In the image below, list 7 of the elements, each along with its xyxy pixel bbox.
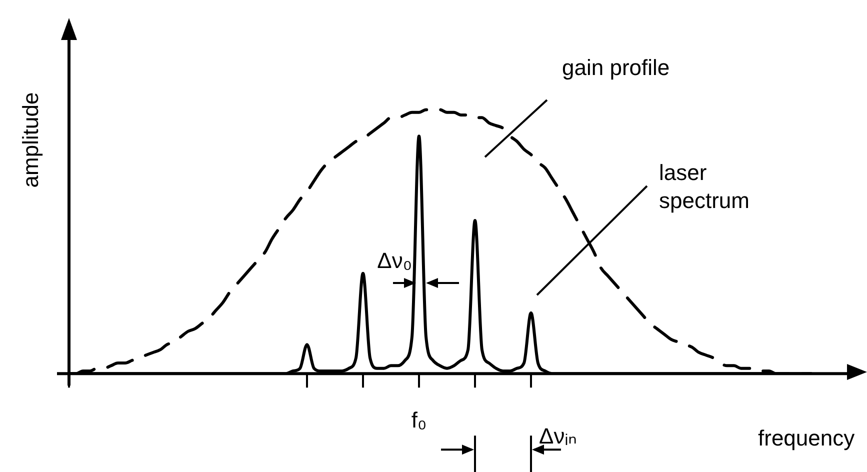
text: gain profile bbox=[562, 55, 670, 80]
text: f₀ bbox=[411, 408, 427, 433]
annotation: laser spectrum bbox=[659, 160, 750, 213]
x-axis-title: frequency bbox=[758, 426, 855, 451]
y-axis-title: amplitude bbox=[18, 92, 43, 188]
annotation: Δν₀ bbox=[377, 248, 412, 273]
text: Δνᵢₙ bbox=[539, 424, 577, 449]
